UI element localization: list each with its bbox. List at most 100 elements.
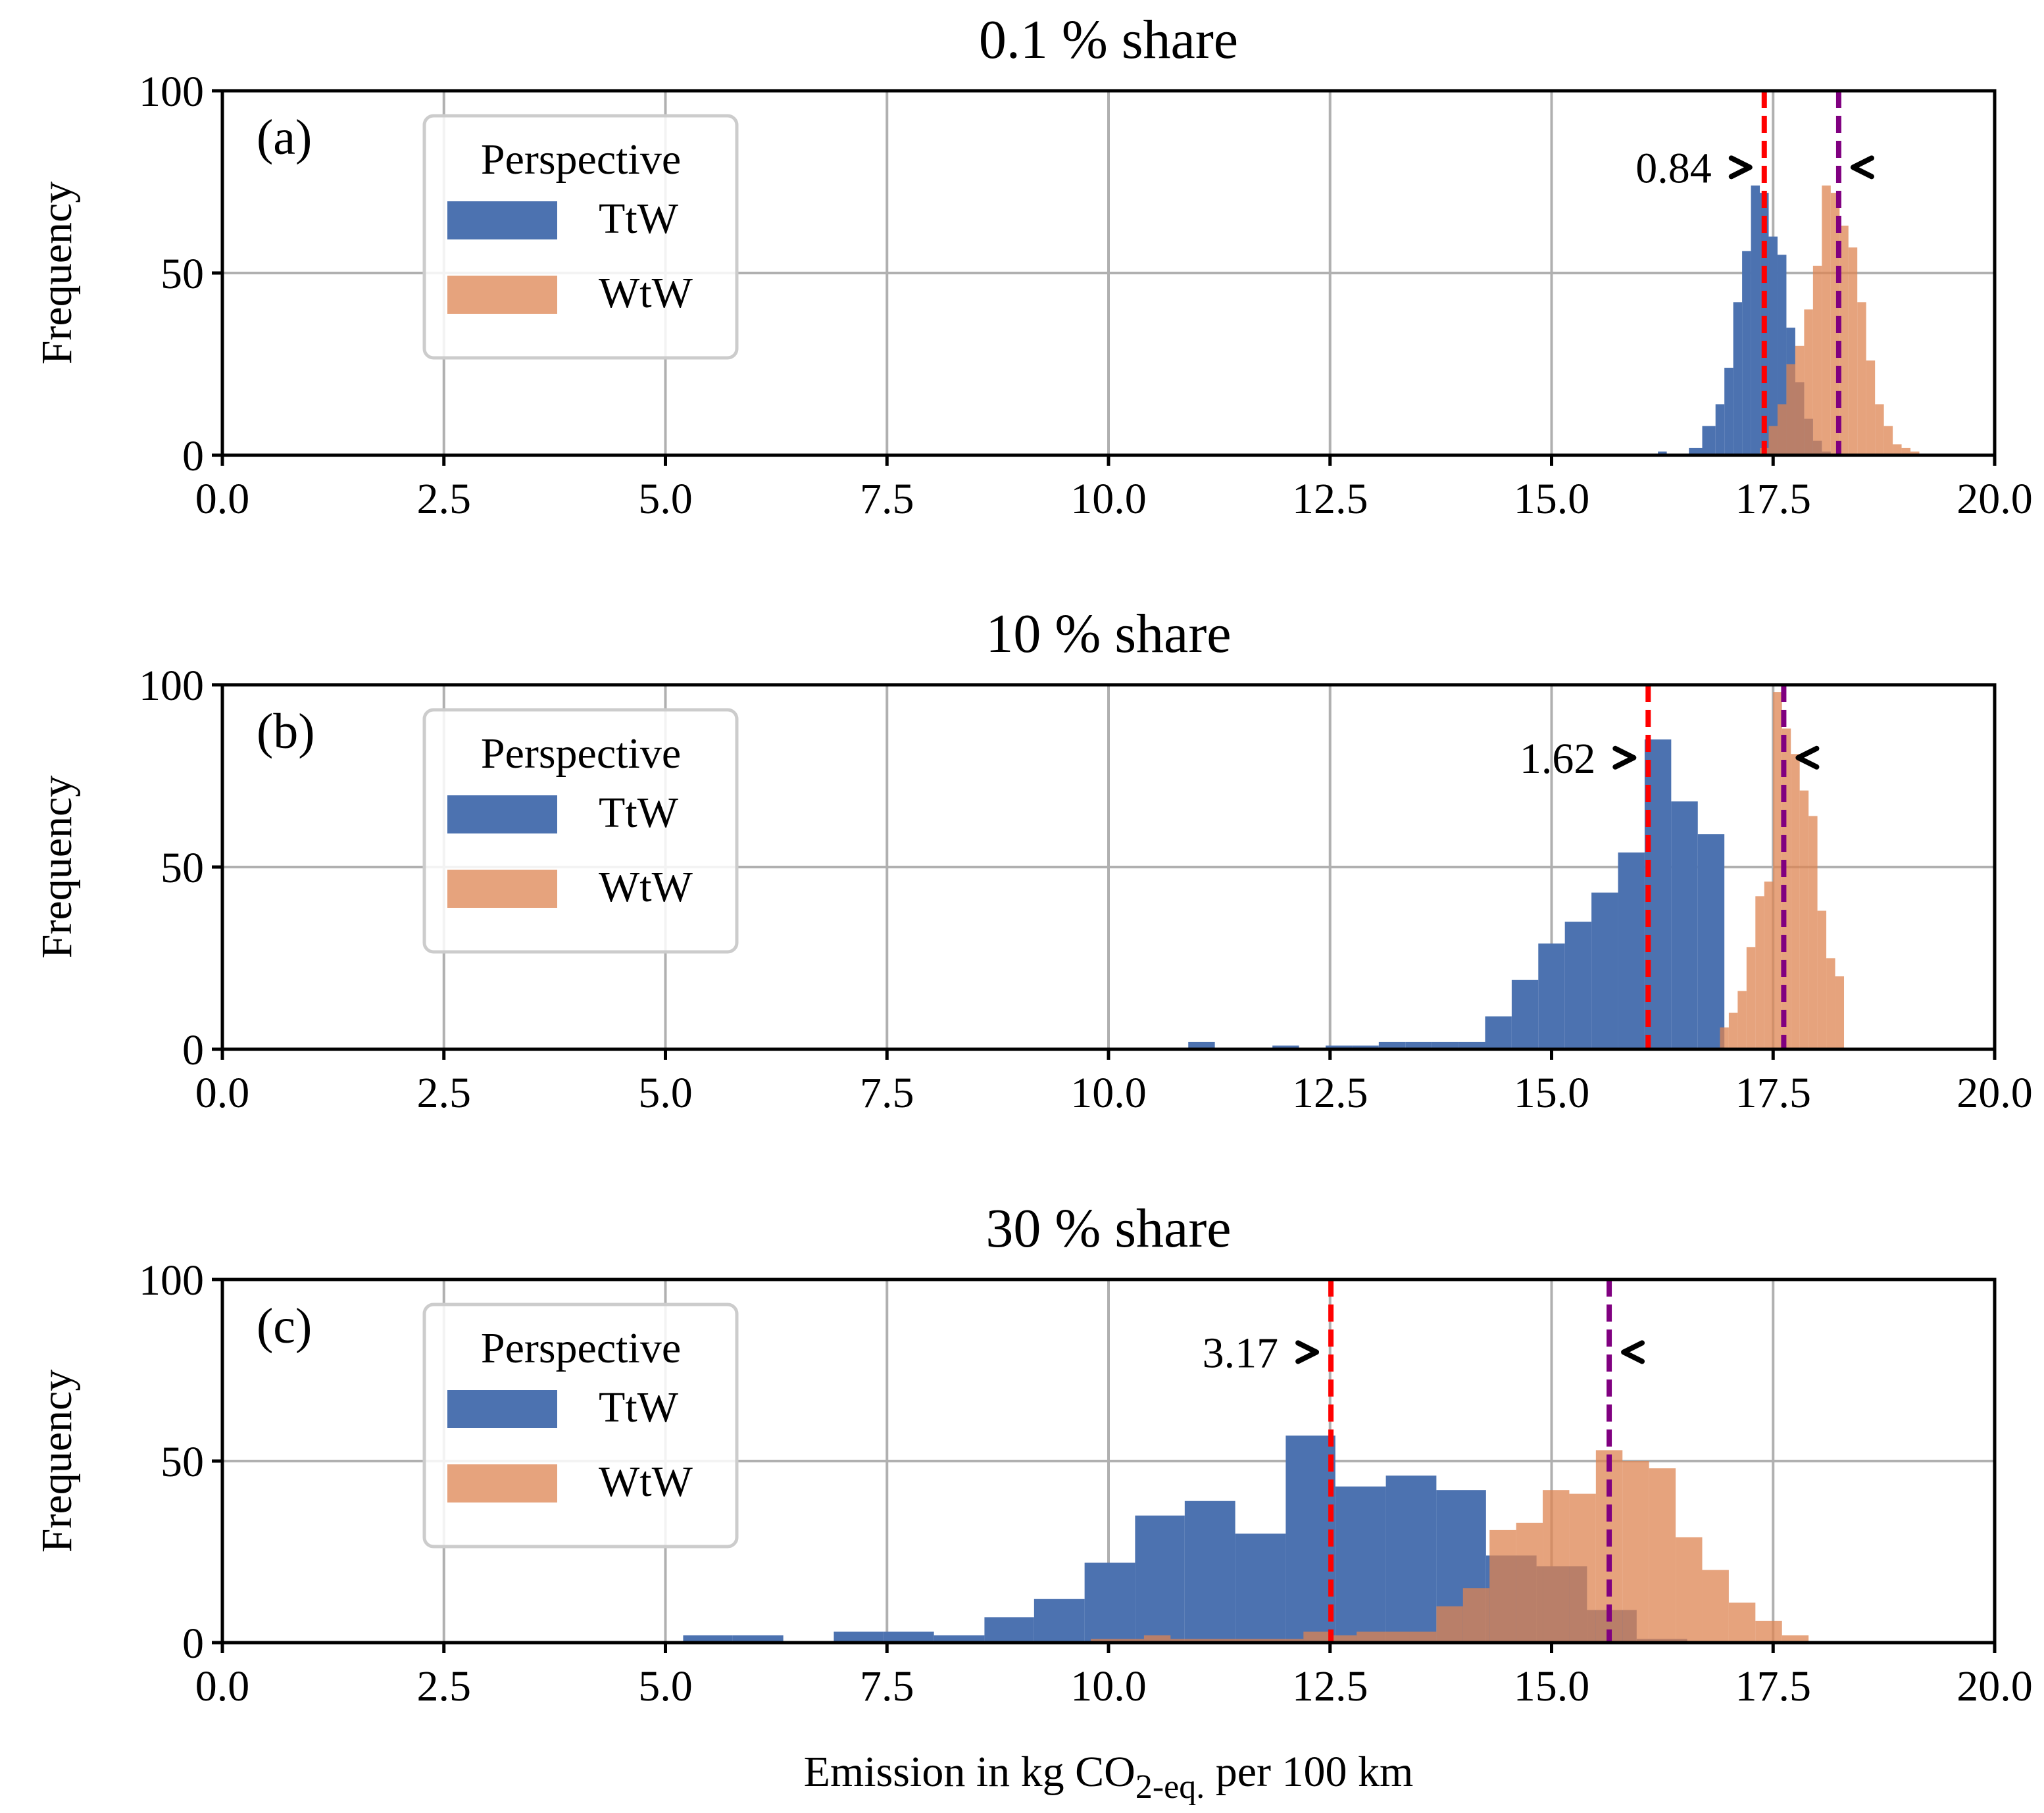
arrow-left-icon [1621, 1340, 1645, 1364]
arrow-right-icon [1295, 1340, 1320, 1364]
histogram-bar [1622, 1461, 1649, 1643]
x-tick-label: 2.5 [417, 1662, 472, 1710]
legend-swatch-ttw [447, 201, 557, 239]
y-tick-label: 50 [161, 1438, 204, 1486]
x-tick-label: 5.0 [638, 1662, 693, 1710]
x-tick-label: 10.0 [1070, 1069, 1147, 1117]
histogram-bar [1184, 1501, 1235, 1643]
histogram-bar [1383, 1631, 1410, 1643]
legend-swatch-wtw [447, 276, 557, 314]
histogram-bar [1671, 801, 1698, 1049]
histogram-bar [1458, 1041, 1485, 1049]
histogram-bar [1330, 1635, 1357, 1643]
legend-label-ttw: TtW [599, 789, 679, 837]
legend-label-ttw: TtW [599, 195, 679, 243]
histogram-bar [1335, 1486, 1386, 1643]
legend-label-wtw: WtW [599, 1458, 693, 1506]
y-tick-label: 100 [139, 68, 204, 116]
histogram-bar [1826, 958, 1835, 1049]
x-tick-label: 12.5 [1292, 475, 1368, 523]
histogram-bar [1618, 852, 1645, 1049]
histogram-bar [1724, 368, 1733, 455]
histogram-bar [1808, 816, 1818, 1049]
histogram-bar [1782, 1635, 1809, 1643]
histogram-bar [1822, 186, 1831, 455]
histogram-bar [1170, 1639, 1197, 1643]
histogram-bar [1733, 302, 1743, 455]
x-tick-label: 15.0 [1514, 1662, 1590, 1710]
y-tick-label: 100 [139, 1256, 204, 1304]
histogram-bar [1485, 1016, 1512, 1049]
histogram-bar [1378, 1041, 1406, 1049]
panel-label: (a) [257, 110, 312, 165]
histogram-bar [1649, 1468, 1676, 1643]
series-wtw [1760, 186, 1920, 455]
x-tick-label: 0.0 [195, 1069, 250, 1117]
histogram-bar [1768, 426, 1778, 455]
x-tick-label: 17.5 [1735, 475, 1812, 523]
x-tick-label: 15.0 [1514, 475, 1590, 523]
series-wtw [1091, 1450, 1809, 1643]
y-tick-label: 50 [161, 844, 204, 892]
y-axis-label: Frequency [33, 1370, 81, 1553]
x-tick-label: 20.0 [1957, 475, 2033, 523]
histogram-bar [1777, 404, 1787, 455]
histogram-bar [1285, 1435, 1335, 1643]
histogram-bar [1755, 1620, 1782, 1643]
histogram-bar [1250, 1639, 1277, 1643]
legend-label-ttw: TtW [599, 1383, 679, 1431]
histogram-bar [1489, 1529, 1516, 1643]
x-tick-label: 17.5 [1735, 1662, 1812, 1710]
histogram-bar [1875, 404, 1884, 455]
histogram-bar [1786, 364, 1795, 455]
histogram-bar [1804, 309, 1813, 455]
histogram-bar [1795, 345, 1805, 455]
histogram-bar [1702, 426, 1716, 455]
difference-annotation: 0.84 [1635, 144, 1712, 192]
histogram-bar [1197, 1639, 1224, 1643]
legend-label-wtw: WtW [599, 269, 693, 317]
histogram-bar [1676, 1537, 1703, 1643]
x-tick-label: 12.5 [1292, 1662, 1368, 1710]
histogram-bar [1303, 1631, 1330, 1643]
legend-swatch-ttw [447, 795, 557, 833]
arrow-right-icon [1728, 155, 1753, 180]
panel-title: 10 % share [985, 603, 1231, 664]
x-tick-label: 7.5 [860, 1662, 914, 1710]
arrow-left-icon [1795, 745, 1820, 770]
histogram-bar [1768, 236, 1778, 455]
chart-panel-1: 1.62 0.0 2.5 5.0 7.5 10.0 12.5 15.0 17.5 20.0 0 50 1… [33, 603, 2033, 1117]
panel-title: 0.1 % share [979, 9, 1238, 70]
histogram-bar [1326, 1045, 1353, 1049]
chart-panel-2: 3.17 0.0 2.5 5.0 7.5 10.0 12.5 15.0 17.5 20.0 0 50 1… [33, 1198, 2033, 1806]
histogram-bar [984, 1617, 1034, 1643]
histogram-bar [883, 1631, 934, 1643]
histogram-bar [1272, 1045, 1299, 1049]
histogram-bar [1564, 922, 1592, 1049]
histogram-bar [934, 1635, 985, 1643]
y-tick-label: 100 [139, 662, 204, 710]
histogram-bar [1764, 882, 1774, 1049]
x-tick-label: 20.0 [1957, 1069, 2033, 1117]
histogram-bar [1462, 1588, 1490, 1643]
x-tick-label: 20.0 [1957, 1662, 2033, 1710]
histogram-bar [1135, 1515, 1185, 1643]
x-tick-label: 0.0 [195, 1662, 250, 1710]
histogram-bar [1839, 225, 1849, 455]
y-tick-label: 0 [182, 1026, 204, 1074]
histogram-bar [1751, 186, 1760, 455]
panel-label: (c) [257, 1299, 312, 1354]
histogram-bar [1084, 1562, 1135, 1643]
histogram-bar [732, 1635, 784, 1643]
legend-label-wtw: WtW [599, 863, 693, 911]
x-tick-label: 5.0 [638, 1069, 693, 1117]
x-axis-label: Emission in kg CO2-eq. per 100 km [804, 1748, 1414, 1806]
histogram-bar [834, 1631, 884, 1643]
histogram-bar [1901, 447, 1911, 455]
histogram-bar [1432, 1041, 1459, 1049]
histogram-bar [1352, 1045, 1379, 1049]
histogram-bar [1773, 692, 1782, 1049]
difference-annotation: 3.17 [1203, 1329, 1279, 1377]
histogram-bar [1791, 754, 1800, 1049]
histogram-bar [1117, 1639, 1144, 1643]
